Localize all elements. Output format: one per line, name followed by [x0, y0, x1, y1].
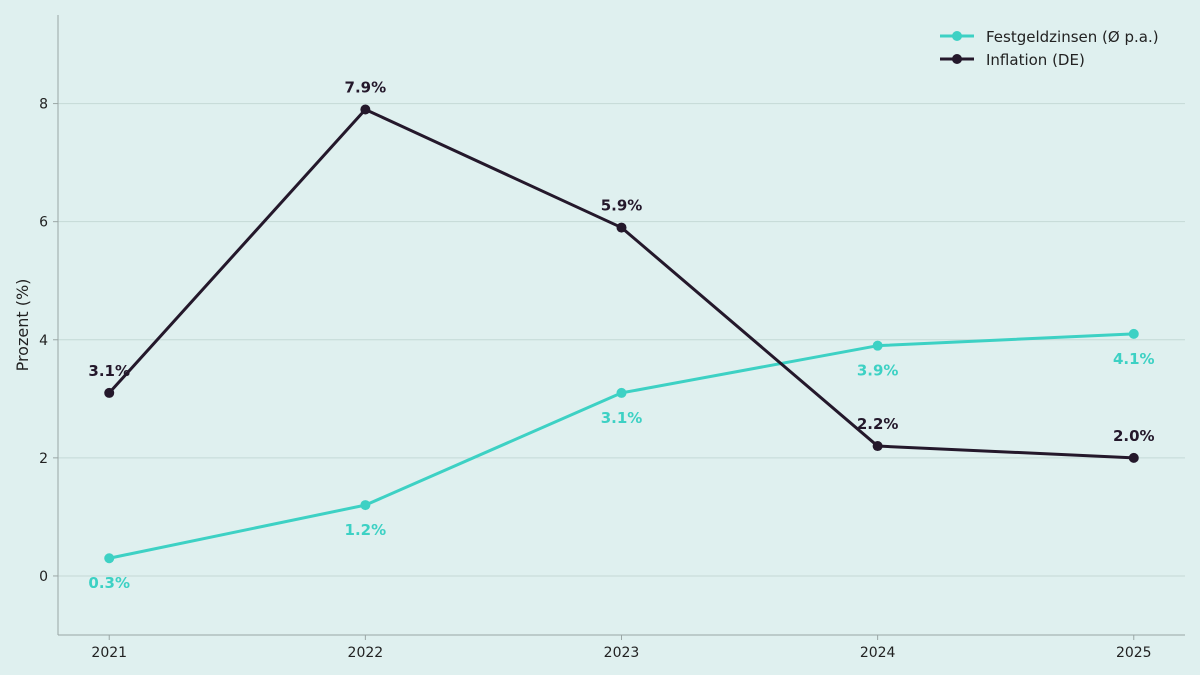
data-point [872, 340, 883, 351]
data-label: 2.0% [1113, 427, 1155, 445]
data-label: 5.9% [601, 197, 643, 215]
data-point [360, 104, 371, 115]
data-point [104, 387, 115, 398]
data-point [104, 553, 115, 564]
series-line-1 [108, 107, 1134, 460]
data-point [1128, 452, 1139, 463]
data-label: 7.9% [345, 78, 387, 96]
x-tick-label: 2022 [348, 645, 384, 661]
data-label: 3.9% [857, 362, 899, 380]
legend: Festgeldzinsen (Ø p.a.) Inflation (DE) [940, 28, 1159, 69]
data-point [616, 222, 627, 233]
x-tick-label: 2025 [1116, 645, 1152, 661]
data-label: 1.2% [345, 521, 387, 539]
y-axis-title: Prozent (%) [13, 279, 32, 372]
data-label: 2.2% [857, 415, 899, 433]
y-tick-label: 2 [39, 451, 48, 467]
data-point [616, 387, 627, 398]
data-point [872, 441, 883, 452]
data-label: 3.1% [601, 409, 643, 427]
legend-entry-label: Festgeldzinsen (Ø p.a.) [986, 28, 1159, 46]
y-tick-label: 6 [39, 215, 48, 231]
y-tick-label: 4 [39, 333, 48, 349]
series [104, 104, 1139, 564]
legend-entry-label: Inflation (DE) [986, 51, 1085, 69]
axes [53, 15, 1185, 640]
tick-labels: 0 2 4 6 8 2021 2022 2023 2024 2025 [39, 97, 1152, 661]
data-label: 4.1% [1113, 350, 1155, 368]
y-tick-label: 0 [39, 569, 48, 585]
x-tick-label: 2023 [604, 645, 640, 661]
data-point [1128, 328, 1139, 339]
data-point [360, 500, 371, 511]
data-labels: 0.3% 1.2% 3.1% 3.9% 4.1% 3.1% 7.9% 5.9% 2.2% 2.0% [88, 78, 1154, 592]
grid-lines [58, 103, 1185, 577]
x-tick-label: 2024 [860, 645, 896, 661]
legend-swatch-marker [952, 54, 962, 64]
y-tick-label: 8 [39, 97, 48, 113]
legend-swatch-marker [952, 31, 962, 41]
data-label: 3.1% [88, 362, 130, 380]
data-label: 0.3% [88, 574, 130, 592]
series-line-0 [108, 332, 1134, 560]
x-tick-label: 2021 [91, 645, 127, 661]
